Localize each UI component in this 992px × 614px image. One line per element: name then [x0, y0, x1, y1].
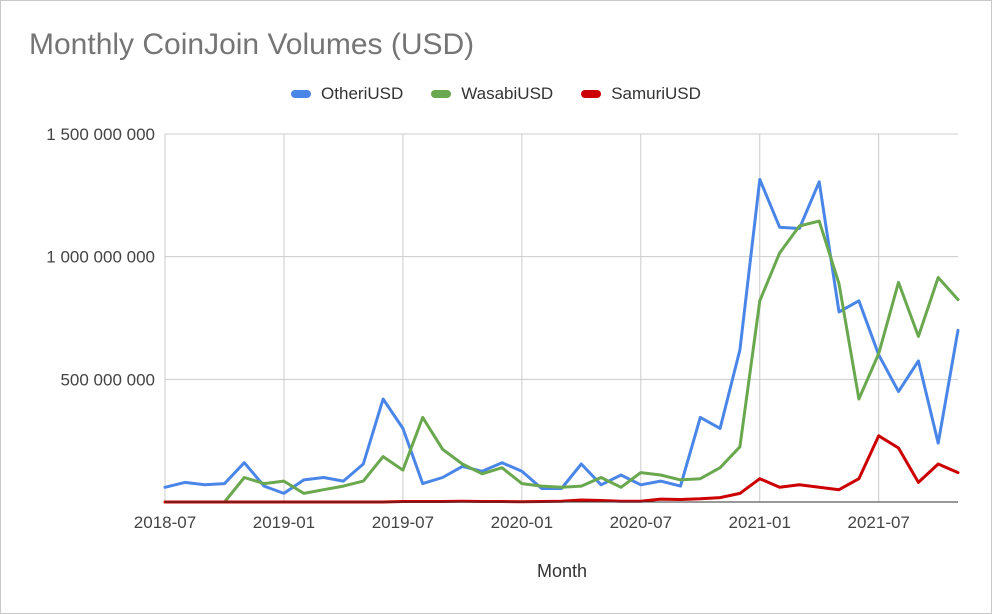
legend-swatch: [581, 90, 602, 98]
legend-item: SamuriUSD: [581, 82, 701, 106]
chart-legend: OtheriUSD WasabiUSD SamuriUSD: [0, 82, 992, 106]
x-tick-label: 2018-07: [134, 513, 196, 532]
y-tick-label: 500 000 000: [60, 370, 155, 389]
legend-swatch: [291, 90, 312, 98]
x-tick-label: 2020-07: [610, 513, 672, 532]
legend-label: SamuriUSD: [611, 84, 701, 103]
series-line-wasabiusd: [163, 219, 960, 504]
x-tick-label: 2019-07: [372, 513, 434, 532]
x-tick-label: 2020-01: [491, 513, 553, 532]
legend-item: OtheriUSD: [291, 82, 403, 106]
legend-label: OtheriUSD: [321, 84, 404, 103]
y-tick-label: 1 000 000 000: [46, 248, 155, 267]
x-tick-label: 2021-07: [848, 513, 910, 532]
legend-swatch: [431, 90, 452, 98]
legend-label: WasabiUSD: [461, 84, 554, 103]
x-axis-label: Month: [536, 561, 588, 581]
chart-title: Monthly CoinJoin Volumes (USD): [29, 28, 475, 61]
legend-item: WasabiUSD: [431, 82, 553, 106]
x-tick-label: 2021-01: [729, 513, 791, 532]
y-tick-label: 1 500 000 000: [46, 125, 155, 144]
x-tick-label: 2019-01: [253, 513, 315, 532]
